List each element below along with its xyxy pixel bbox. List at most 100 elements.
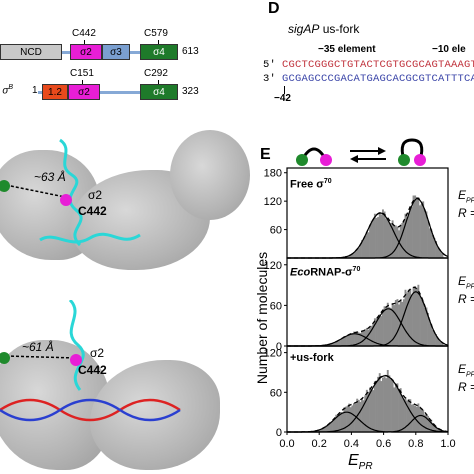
histogram-bar bbox=[359, 401, 362, 432]
histogram-bar bbox=[401, 395, 404, 432]
histogram-bar bbox=[428, 418, 431, 432]
histogram-bar bbox=[404, 289, 407, 346]
histogram-bar bbox=[346, 405, 349, 432]
histogram-bar bbox=[394, 225, 397, 258]
histogram-bar bbox=[406, 400, 409, 432]
histogram-bar bbox=[324, 427, 326, 432]
histogram-bar bbox=[385, 378, 388, 432]
histogram-bar bbox=[351, 253, 354, 258]
panel-d-title: sigAP us-fork bbox=[288, 22, 360, 36]
histogram-bar bbox=[375, 217, 378, 258]
conformation-schematic bbox=[296, 138, 426, 166]
histogram-bar bbox=[433, 332, 436, 346]
histogram-bar bbox=[402, 399, 405, 432]
cys-c442-label: C442 bbox=[72, 28, 96, 39]
histogram-bar bbox=[328, 423, 331, 432]
histogram-bar bbox=[435, 240, 438, 258]
histogram-bar bbox=[319, 429, 322, 432]
histogram-bar bbox=[388, 375, 391, 432]
histogram-bar bbox=[435, 334, 438, 346]
x-tick-label: 1.0 bbox=[440, 438, 455, 450]
histogram-bar bbox=[322, 427, 325, 432]
histogram-bar bbox=[348, 334, 351, 346]
length-613: 613 bbox=[182, 46, 199, 57]
histogram-bar bbox=[341, 338, 344, 346]
histogram-bar bbox=[354, 251, 357, 258]
sigma-b-prefix: b σB bbox=[0, 84, 14, 97]
histogram-bar bbox=[420, 204, 423, 258]
sigma12-domain: 1.2 bbox=[42, 84, 68, 100]
length-323: 323 bbox=[182, 86, 199, 97]
histogram-bar bbox=[354, 332, 357, 346]
histogram-bar bbox=[417, 197, 420, 258]
sigma2-domain: σ2 bbox=[70, 44, 102, 60]
gaussian-total-fit bbox=[287, 197, 449, 259]
histogram-bar bbox=[398, 388, 400, 432]
histogram-bar bbox=[348, 255, 351, 258]
distance-label-top: ~63 Å bbox=[34, 170, 66, 184]
histogram-bar bbox=[380, 316, 383, 346]
histogram-bar bbox=[353, 403, 355, 432]
histogram-bar bbox=[367, 391, 370, 432]
histogram-bar bbox=[359, 332, 362, 346]
histogram-bar bbox=[377, 317, 380, 346]
histogram-bar bbox=[364, 235, 367, 258]
histogram-bar bbox=[399, 388, 402, 432]
histogram-bar bbox=[407, 398, 410, 432]
gaussian-total-fit bbox=[287, 286, 449, 347]
y-tick-label: 60 bbox=[270, 387, 282, 399]
histogram-bar bbox=[385, 306, 388, 346]
histogram-bar bbox=[419, 205, 421, 258]
histogram-bar bbox=[412, 403, 415, 432]
histogram-bar bbox=[407, 289, 410, 346]
histogram-bar bbox=[343, 407, 346, 432]
histogram-bar bbox=[370, 220, 373, 258]
histogram-bar bbox=[441, 253, 444, 258]
histogram-bar bbox=[369, 387, 372, 432]
structure-image-bottom: ~61 Å σ2 C442 bbox=[0, 300, 250, 474]
x-tick-label: 0.0 bbox=[279, 438, 294, 450]
histogram-bar bbox=[341, 412, 344, 432]
right-label-r-1: R = bbox=[458, 206, 474, 220]
histogram-bar bbox=[362, 238, 365, 258]
subpanel-label-2: EcoRNAP-σ70 bbox=[290, 266, 361, 279]
histogram-bar bbox=[327, 424, 330, 432]
histogram-bar bbox=[338, 412, 341, 432]
sigma4-domain: σ4 bbox=[140, 44, 178, 60]
minus10-element-label: −10 ele bbox=[432, 44, 466, 55]
histogram-bar bbox=[357, 332, 360, 346]
histogram-bar bbox=[375, 318, 378, 346]
histogram-bar bbox=[409, 207, 412, 258]
histogram-bar bbox=[439, 341, 442, 346]
histogram-bar bbox=[351, 333, 354, 346]
histogram-bar bbox=[422, 301, 425, 346]
y-axis-label: Number of molecules bbox=[254, 251, 270, 385]
histogram-bar bbox=[393, 225, 396, 258]
histogram-bar bbox=[417, 403, 420, 432]
histogram-bar bbox=[430, 229, 433, 258]
histogram-bar bbox=[436, 246, 439, 258]
histogram-bar bbox=[431, 234, 434, 258]
histogram-bar bbox=[349, 335, 352, 346]
histogram-bar bbox=[351, 405, 354, 432]
histogram-bar bbox=[401, 223, 404, 258]
histogram-bar bbox=[391, 303, 394, 346]
histogram-bar bbox=[410, 206, 413, 258]
histogram-bar bbox=[370, 388, 373, 432]
gaussian-component-curve bbox=[287, 411, 448, 433]
histogram-bar bbox=[372, 324, 375, 346]
histogram-bar bbox=[340, 412, 343, 432]
panel-letter-e: E bbox=[260, 146, 271, 163]
x-tick-label: 0.6 bbox=[376, 438, 391, 450]
histogram-bar bbox=[427, 312, 429, 346]
histogram-bar bbox=[390, 223, 392, 258]
histogram-bar bbox=[415, 406, 418, 432]
histogram-bar bbox=[325, 425, 328, 432]
histogram-bar bbox=[394, 300, 397, 346]
histogram-bar bbox=[361, 330, 363, 346]
structure-image-top: ~63 Å σ2 C442 bbox=[0, 130, 250, 270]
histogram-bar bbox=[353, 331, 355, 346]
histogram-bar bbox=[436, 427, 439, 432]
histogram-bar bbox=[383, 211, 386, 258]
